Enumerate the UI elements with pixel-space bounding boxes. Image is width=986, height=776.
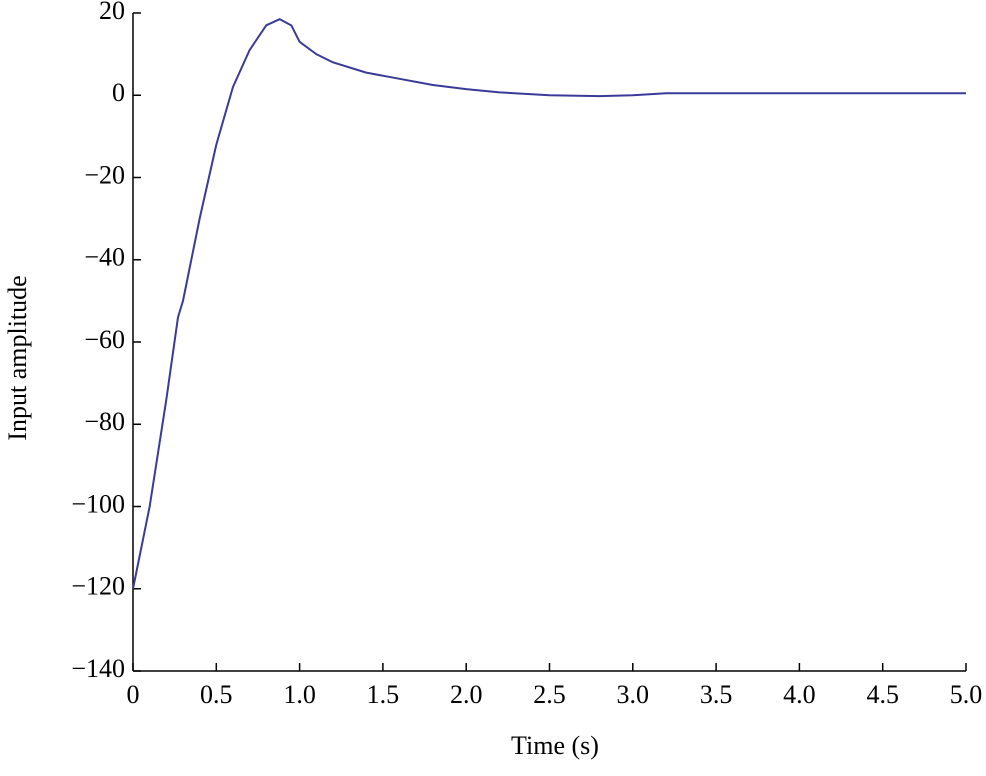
y-tick-label: −20 xyxy=(84,160,125,189)
data-line xyxy=(132,18,966,589)
x-tick-label: 0 xyxy=(127,680,140,709)
x-tick-label: 1.5 xyxy=(367,680,400,709)
y-tick-label: −60 xyxy=(84,325,125,354)
x-tick-label: 4.0 xyxy=(783,680,816,709)
x-tick-label: 3.5 xyxy=(700,680,733,709)
y-tick-label: −120 xyxy=(71,572,125,601)
y-tick-label: −40 xyxy=(84,243,125,272)
x-tick-label: 4.5 xyxy=(866,680,899,709)
y-axis-label: Input amplitude xyxy=(3,275,32,440)
x-tick-label: 0.5 xyxy=(200,680,233,709)
x-tick-label: 2.0 xyxy=(450,680,483,709)
y-tick-label: −140 xyxy=(71,654,125,683)
x-tick-label: 2.5 xyxy=(533,680,566,709)
y-tick-label: −80 xyxy=(84,407,125,436)
x-tick-label: 3.0 xyxy=(617,680,650,709)
y-tick-label: 20 xyxy=(99,0,125,25)
y-tick-label: 0 xyxy=(112,78,125,107)
x-tick-label: 5.0 xyxy=(950,680,983,709)
y-tick-label: −100 xyxy=(71,489,125,518)
x-tick-label: 1.0 xyxy=(283,680,316,709)
x-axis-label: Time (s) xyxy=(511,731,599,760)
